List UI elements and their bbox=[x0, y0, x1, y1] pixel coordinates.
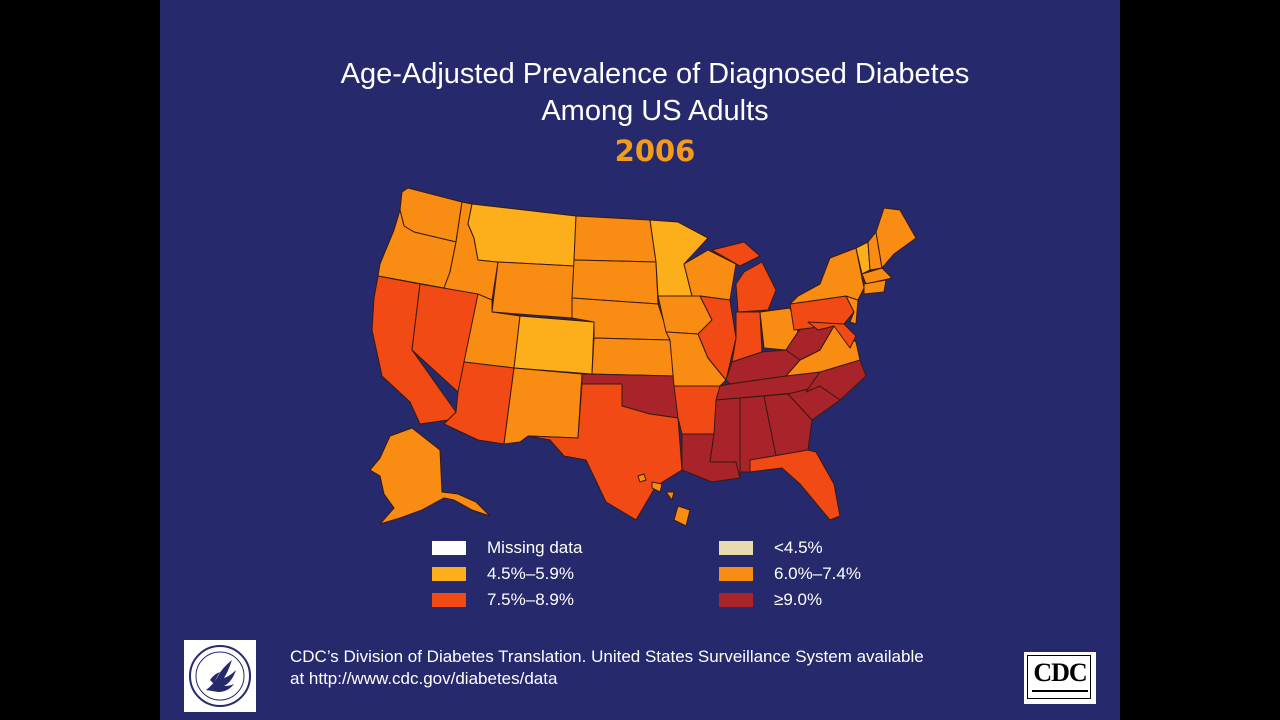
legend-ge90: ≥9.0% bbox=[719, 589, 822, 611]
state-new-mexico bbox=[503, 367, 583, 445]
legend-label-lt45: <4.5% bbox=[774, 538, 823, 557]
state-florida bbox=[749, 449, 841, 521]
state-maryland-delaware bbox=[807, 321, 857, 349]
title-line-1: Age-Adjusted Prevalence of Diagnosed Dia… bbox=[340, 58, 970, 90]
legend-60-74: 6.0%–7.4% bbox=[719, 563, 861, 585]
cdc-logo-rule bbox=[1032, 690, 1088, 692]
state-michigan bbox=[711, 241, 777, 313]
state-colorado bbox=[513, 315, 595, 375]
hhs-eagle-icon bbox=[189, 645, 251, 707]
legend-swatch-60-74 bbox=[719, 567, 753, 581]
legend-swatch-75-89 bbox=[432, 593, 466, 607]
legend-missing: Missing data bbox=[432, 537, 582, 559]
hhs-logo bbox=[184, 640, 256, 712]
state-massachusetts bbox=[861, 267, 893, 285]
state-wyoming bbox=[491, 261, 575, 319]
source-line-1: CDC’s Division of Diabetes Translation. … bbox=[290, 647, 924, 666]
us-map bbox=[360, 180, 920, 530]
legend-label-45-59: 4.5%–5.9% bbox=[487, 564, 574, 583]
state-arkansas bbox=[673, 385, 721, 435]
legend-45-59: 4.5%–5.9% bbox=[432, 563, 574, 585]
year-label: 2006 bbox=[614, 134, 696, 168]
state-maine bbox=[875, 207, 917, 269]
cdc-logo-text: CDC bbox=[1033, 658, 1087, 687]
cdc-logo-frame bbox=[1027, 655, 1091, 699]
state-new-york bbox=[789, 247, 865, 305]
legend-lt45: <4.5% bbox=[719, 537, 823, 559]
chart-title: Age-Adjusted Prevalence of Diagnosed Dia… bbox=[160, 56, 1150, 130]
state-illinois bbox=[697, 295, 737, 381]
legend-swatch-45-59 bbox=[432, 567, 466, 581]
state-north-dakota bbox=[573, 215, 657, 263]
title-line-2: Among US Adults bbox=[541, 95, 769, 127]
state-kansas bbox=[591, 337, 675, 377]
slide: Age-Adjusted Prevalence of Diagnosed Dia… bbox=[160, 0, 1120, 720]
state-alaska bbox=[369, 427, 491, 525]
legend-swatch-missing bbox=[432, 541, 466, 555]
source-note: CDC’s Division of Diabetes Translation. … bbox=[290, 646, 1010, 690]
legend-label-ge90: ≥9.0% bbox=[774, 590, 823, 609]
legend-75-89: 7.5%–8.9% bbox=[432, 589, 574, 611]
state-texas bbox=[527, 383, 683, 521]
legend-swatch-ge90 bbox=[719, 593, 753, 607]
source-line-2: at http://www.cdc.gov/diabetes/data bbox=[290, 669, 558, 688]
state-south-dakota bbox=[571, 259, 659, 305]
legend-label-75-89: 7.5%–8.9% bbox=[487, 590, 574, 609]
legend-swatch-lt45 bbox=[719, 541, 753, 555]
legend-label-60-74: 6.0%–7.4% bbox=[774, 564, 861, 583]
state-georgia bbox=[763, 393, 813, 457]
legend-label-missing: Missing data bbox=[487, 538, 583, 557]
state-connecticut-rhode-island bbox=[863, 279, 887, 295]
cdc-logo: CDC bbox=[1024, 652, 1096, 704]
state-montana bbox=[467, 203, 577, 267]
state-hawaii bbox=[637, 473, 691, 527]
